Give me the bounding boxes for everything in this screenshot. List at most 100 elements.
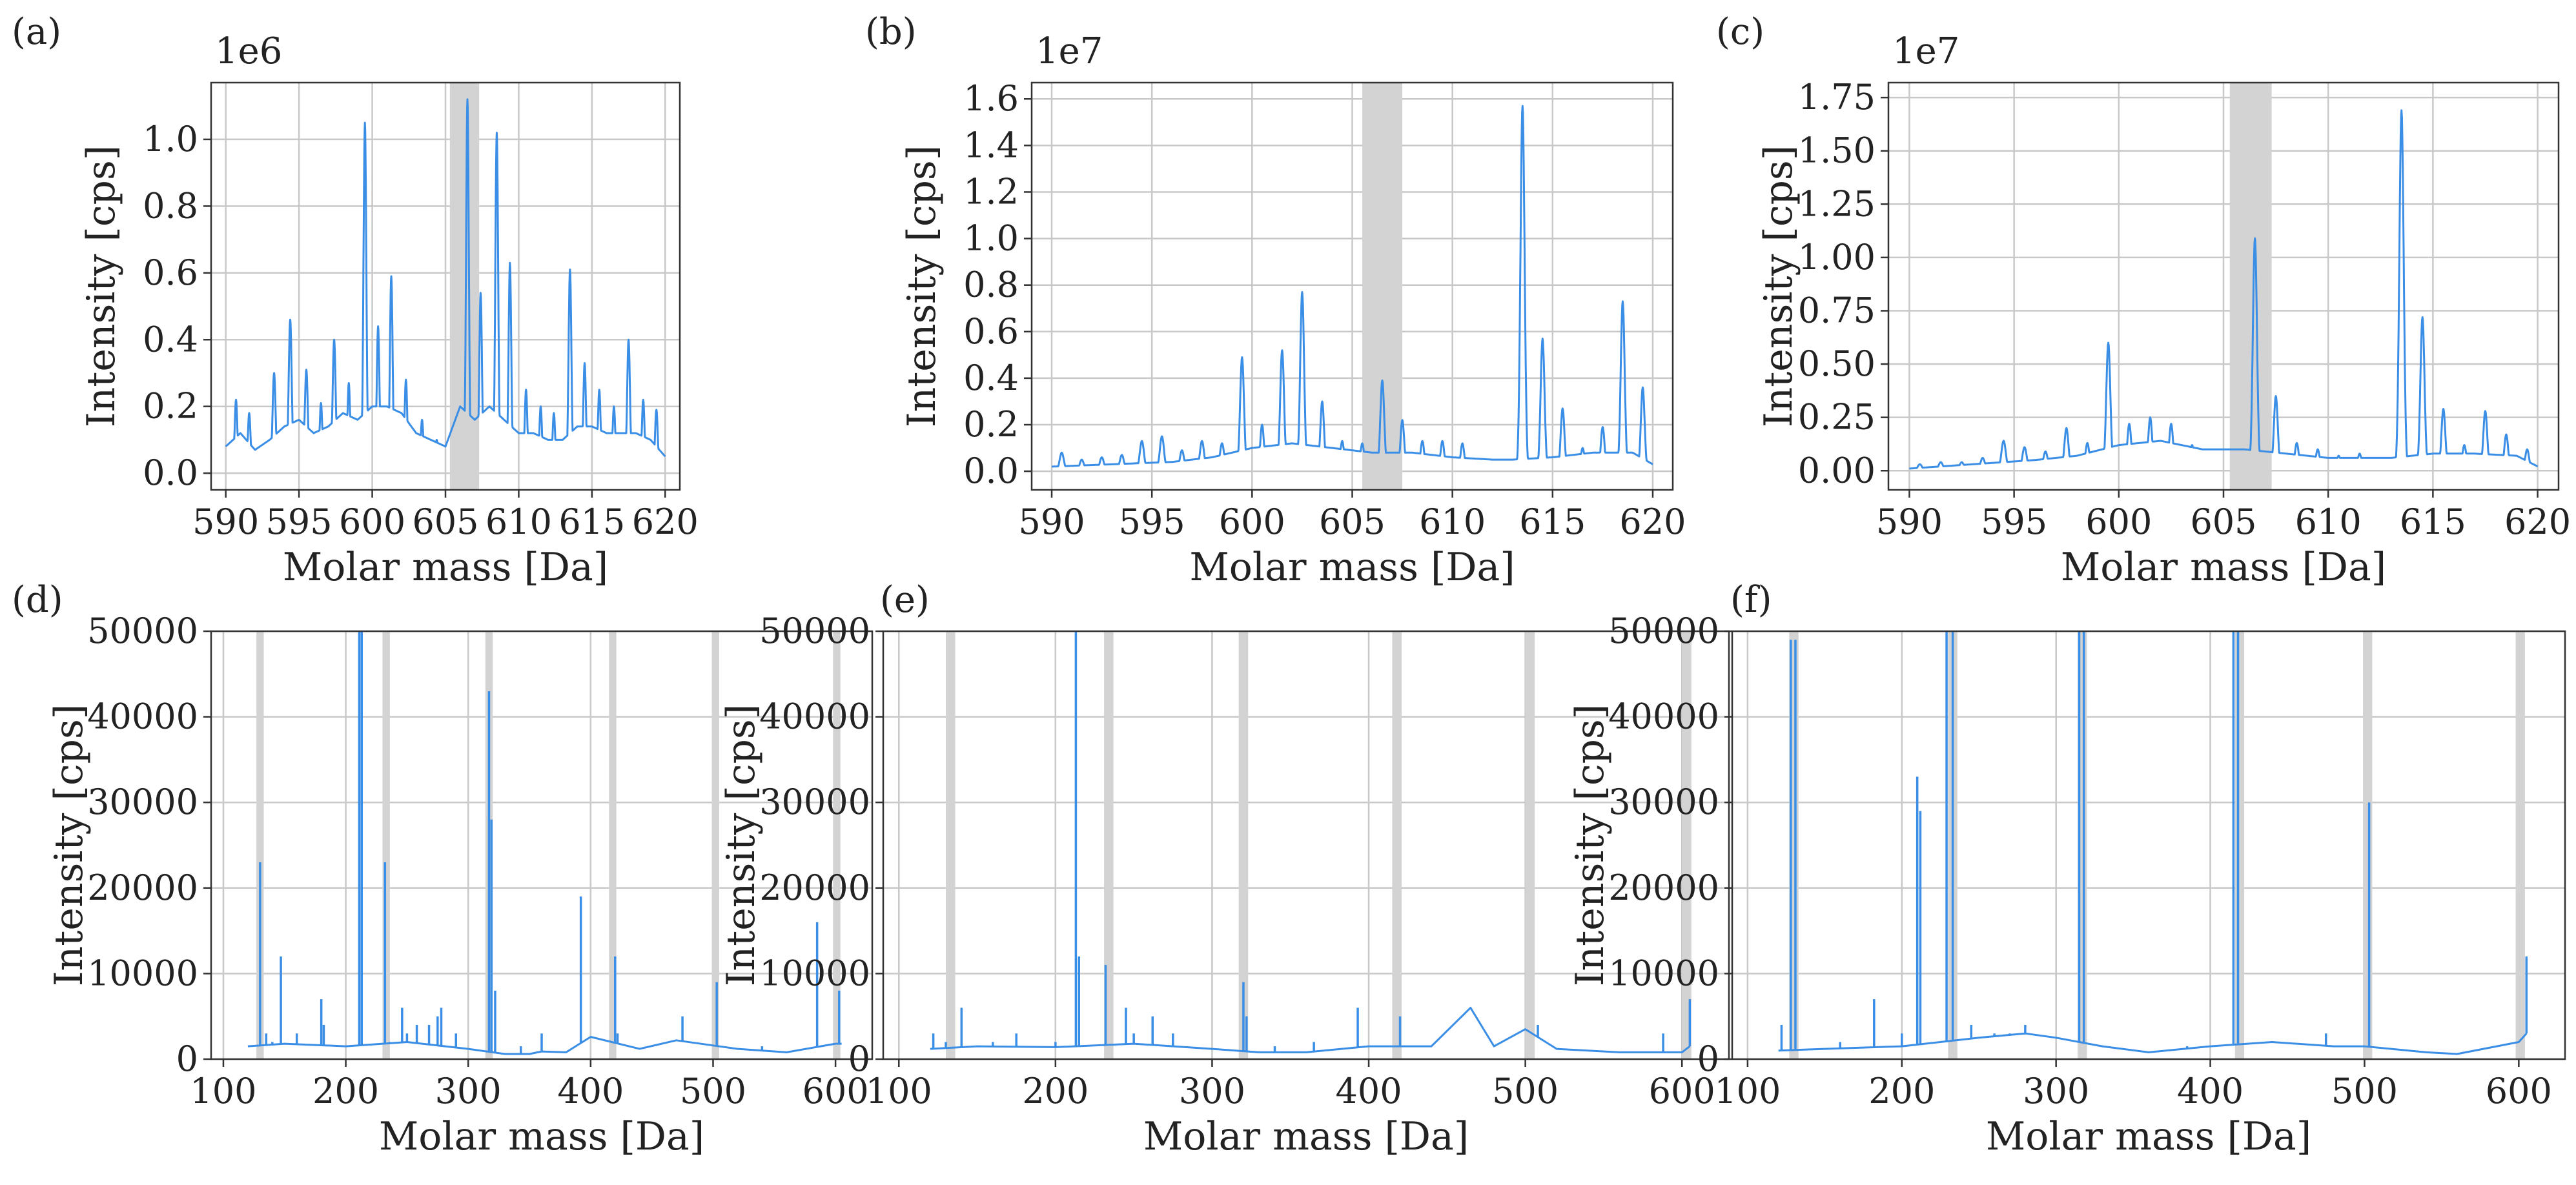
- highlight-band-0: [256, 631, 264, 1059]
- y-tick-label: 0: [176, 1038, 198, 1079]
- highlight-band-4: [1525, 631, 1535, 1059]
- spectrum-baseline-d: [247, 1036, 842, 1055]
- highlight-band-4: [2363, 631, 2373, 1059]
- highlight-band-5: [833, 631, 841, 1059]
- y-tick-label: 1.4: [963, 125, 1019, 165]
- panel-c: 590 595 600 605 610 615 620 0.00 0.25 0.50 0.75 1.0…: [1716, 11, 2571, 590]
- x-tick-label: 615: [1519, 501, 1586, 542]
- x-tick-label: 300: [435, 1071, 502, 1111]
- plot-frame: [1731, 630, 2566, 1060]
- highlight-band-1: [382, 631, 390, 1059]
- highlight-band-4: [711, 631, 719, 1059]
- panel-b: 590 595 600 605 610 615 620 0.0 0.2 0.4 0.6 0.8 1.0 1…: [865, 11, 1686, 590]
- y-tick-label: 1.50: [1798, 130, 1876, 171]
- y-tick-label: 0.2: [963, 404, 1019, 445]
- x-tick-label: 620: [632, 501, 699, 542]
- panel-d: 100 200 300 400 500 6000100002000030000400005…: [12, 579, 874, 1159]
- x-tick-label: 500: [2331, 1071, 2398, 1111]
- x-axis-title: Molar mass [Da]: [1189, 545, 1515, 590]
- x-tick-label: 600: [802, 1071, 869, 1111]
- x-tick-label: 200: [1022, 1071, 1089, 1111]
- x-tick-label: 590: [1018, 501, 1085, 542]
- y-tick-label: 0.2: [143, 386, 198, 427]
- x-tick-label: 400: [557, 1071, 624, 1111]
- x-tick-label: 595: [1119, 501, 1185, 542]
- x-tick-label: 610: [2295, 501, 2362, 542]
- y-tick-label: 40000: [1608, 696, 1719, 737]
- x-tick-label: 600: [339, 501, 405, 542]
- x-tick-label: 200: [1868, 1071, 1935, 1111]
- y-axis-title: Intensity [cps]: [46, 704, 92, 986]
- x-axis-title: Molar mass [Da]: [2061, 545, 2386, 590]
- y-tick-label: 1.0: [143, 119, 198, 159]
- x-tick-label: 500: [1492, 1071, 1559, 1111]
- y-tick-label: 1.25: [1798, 183, 1876, 224]
- y-tick-label: 30000: [87, 782, 198, 822]
- y-axis-title: Intensity [cps]: [719, 704, 764, 986]
- x-tick-label: 620: [2504, 501, 2571, 542]
- x-tick-label: 605: [412, 501, 478, 542]
- highlight-band-2: [1238, 631, 1249, 1059]
- x-tick-label: 615: [558, 501, 625, 542]
- y-tick-label: 0.8: [143, 185, 198, 226]
- y-tick-label: 0.00: [1798, 450, 1876, 491]
- panel-a: 590 595 600 605 610 615 620 0.0 0.2 0.4 0.6 0.8 1.0 M…: [12, 11, 699, 590]
- x-tick-label: 590: [192, 501, 259, 542]
- y-tick-label: 1.6: [963, 78, 1019, 119]
- y-tick-label: 0.4: [143, 319, 198, 360]
- x-axis-title: Molar mass [Da]: [1143, 1114, 1469, 1159]
- y-tick-label: 10000: [1608, 953, 1719, 993]
- axis-exponent-label: 1e7: [1036, 30, 1103, 72]
- highlight-band-3: [1392, 631, 1402, 1059]
- x-tick-label: 200: [312, 1071, 379, 1111]
- axis-exponent-label: 1e7: [1892, 30, 1959, 72]
- highlight-band-3: [609, 631, 617, 1059]
- panel-label: (d): [12, 579, 63, 621]
- highlight-band-0: [449, 83, 480, 490]
- y-tick-label: 0.25: [1798, 397, 1876, 438]
- panel-label: (b): [865, 11, 917, 53]
- y-tick-label: 0: [1697, 1038, 1719, 1079]
- y-tick-label: 1.00: [1798, 237, 1876, 278]
- y-tick-label: 0.0: [963, 451, 1019, 491]
- spectrum-baseline-f: [1778, 1032, 2528, 1055]
- x-tick-label: 610: [1419, 501, 1486, 542]
- panel-label: (a): [12, 11, 61, 53]
- panel-f: 100 200 300 400 500 6000100002000030000400005…: [1568, 579, 2566, 1159]
- x-tick-label: 100: [190, 1071, 256, 1111]
- spectrum-line-b: [1051, 105, 1653, 468]
- y-tick-label: 50000: [1608, 611, 1719, 651]
- panel-label: (e): [880, 579, 930, 621]
- highlight-band-1: [1104, 631, 1114, 1059]
- panel-label: (f): [1730, 579, 1772, 621]
- y-tick-label: 0.6: [963, 311, 1019, 352]
- x-tick-label: 595: [266, 501, 332, 542]
- y-tick-label: 0: [848, 1038, 870, 1079]
- y-tick-label: 0.6: [143, 252, 198, 293]
- y-tick-label: 0.50: [1798, 343, 1876, 384]
- y-tick-label: 20000: [759, 867, 870, 908]
- y-tick-label: 1.75: [1798, 77, 1876, 117]
- x-tick-label: 100: [866, 1071, 932, 1111]
- y-tick-label: 50000: [87, 611, 198, 651]
- y-tick-label: 40000: [759, 696, 870, 737]
- y-tick-label: 0.75: [1798, 290, 1876, 330]
- x-tick-label: 615: [2400, 501, 2466, 542]
- x-tick-label: 500: [680, 1071, 746, 1111]
- y-tick-label: 0.8: [963, 265, 1019, 305]
- y-tick-label: 0.0: [143, 452, 198, 493]
- y-tick-label: 30000: [759, 782, 870, 822]
- highlight-band-5: [1682, 631, 1692, 1059]
- x-tick-label: 620: [1619, 501, 1686, 542]
- y-axis-title: Intensity [cps]: [899, 145, 945, 427]
- x-tick-label: 300: [1179, 1071, 1245, 1111]
- plot-frame: [882, 630, 1730, 1060]
- x-axis-title: Molar mass [Da]: [379, 1114, 704, 1159]
- plot-frame: [210, 630, 874, 1060]
- x-tick-label: 600: [1219, 501, 1285, 542]
- y-tick-label: 10000: [759, 953, 870, 993]
- y-tick-label: 20000: [1608, 867, 1719, 908]
- y-tick-label: 50000: [759, 611, 870, 651]
- x-tick-label: 600: [2085, 501, 2152, 542]
- x-tick-label: 610: [486, 501, 552, 542]
